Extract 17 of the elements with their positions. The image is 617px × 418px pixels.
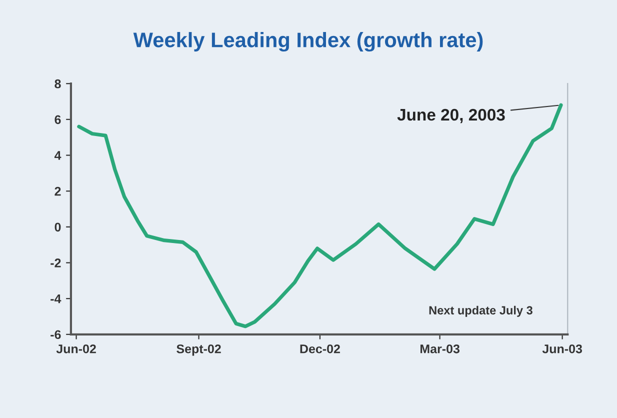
annotation: Next update July 3 <box>429 306 532 317</box>
y-tick-label: 0 <box>54 222 61 232</box>
x-tick-label: Sept-02 <box>176 344 221 356</box>
chart-title: Weekly Leading Index (growth rate) <box>133 32 483 52</box>
y-tick-label: -6 <box>50 330 61 340</box>
annotation: June 20, 2003 <box>397 108 505 124</box>
y-tick-label: 2 <box>54 186 61 196</box>
x-tick-label: Jun-03 <box>542 344 582 354</box>
y-tick-label: 4 <box>54 151 62 160</box>
x-tick-label: Jun-02 <box>56 344 96 354</box>
y-tick-label: 6 <box>54 115 61 124</box>
x-tick-label: Mar-03 <box>420 344 460 354</box>
y-tick-label: -2 <box>50 258 61 268</box>
y-tick-label: 8 <box>54 79 61 88</box>
x-tick-label: Dec-02 <box>300 344 340 354</box>
line-series <box>77 103 563 328</box>
y-tick-label: -4 <box>50 294 62 304</box>
